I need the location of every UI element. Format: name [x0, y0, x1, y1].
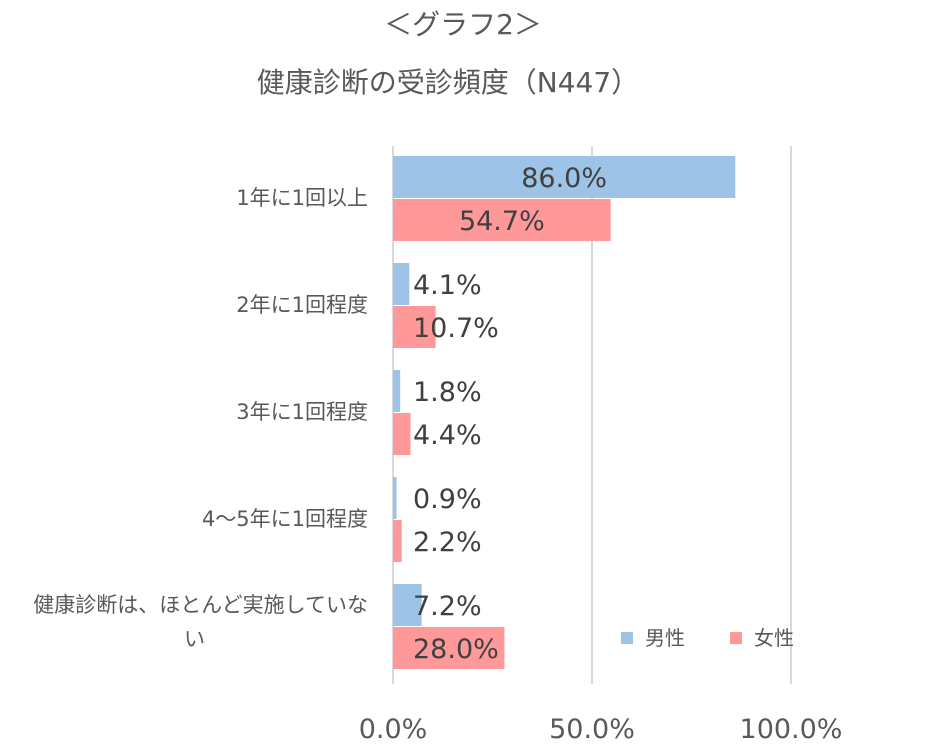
- legend: 男性 女性: [621, 626, 794, 650]
- category-labels: 1年に1回以上 2年に1回程度 3年に1回程度 4～5年に1回程度健康診断は、ほとんど…: [33, 186, 368, 651]
- legend-swatch-male: [621, 632, 633, 644]
- x-tick-labels: 0.0% 50.0% 100.0%: [359, 714, 843, 745]
- x-tick-label: 0.0%: [359, 714, 428, 745]
- x-tick-label: 100.0%: [740, 714, 843, 745]
- bar-female: [393, 413, 411, 455]
- category-label: 健康診断は、ほとんど実施していな: [33, 593, 368, 617]
- legend-swatch-female: [730, 632, 742, 644]
- data-label: 1.8%: [413, 377, 482, 408]
- bar-male: [393, 370, 401, 412]
- chart-title: ＜グラフ2＞: [384, 8, 542, 41]
- data-label: 2.2%: [413, 527, 482, 558]
- bar-female: [393, 520, 402, 562]
- category-label: 2年に1回程度: [236, 293, 368, 317]
- category-label-wrap: い: [184, 627, 205, 651]
- legend-label: 女性: [754, 626, 794, 650]
- data-label: 28.0%: [413, 634, 499, 665]
- bar-male: [393, 477, 397, 519]
- bar-female: [393, 306, 436, 348]
- data-label: 10.7%: [413, 313, 499, 344]
- data-label: 4.1%: [413, 270, 482, 301]
- category-label: 3年に1回程度: [236, 400, 368, 424]
- bars: [393, 156, 736, 669]
- data-label: 86.0%: [521, 163, 607, 194]
- bar-female: [393, 627, 505, 669]
- x-tick-label: 50.0%: [549, 714, 635, 745]
- data-label: 54.7%: [459, 206, 545, 237]
- category-label: 1年に1回以上: [236, 186, 368, 210]
- bar-female: [393, 199, 611, 241]
- legend-label: 男性: [645, 626, 685, 650]
- data-label: 0.9%: [413, 484, 482, 515]
- category-label: 4～5年に1回程度: [202, 507, 368, 531]
- data-labels: 86.0% 54.7% 4.1% 10.7% 1.8% 4.4% 0.9% 2.2% 7.2% 2…: [413, 163, 607, 665]
- bar-male: [393, 156, 736, 198]
- bar-male: [393, 263, 410, 305]
- bar-male: [393, 584, 422, 626]
- data-label: 4.4%: [413, 420, 482, 451]
- chart-subtitle: 健康診断の受診頻度（N447）: [257, 66, 639, 99]
- data-label: 7.2%: [413, 591, 482, 622]
